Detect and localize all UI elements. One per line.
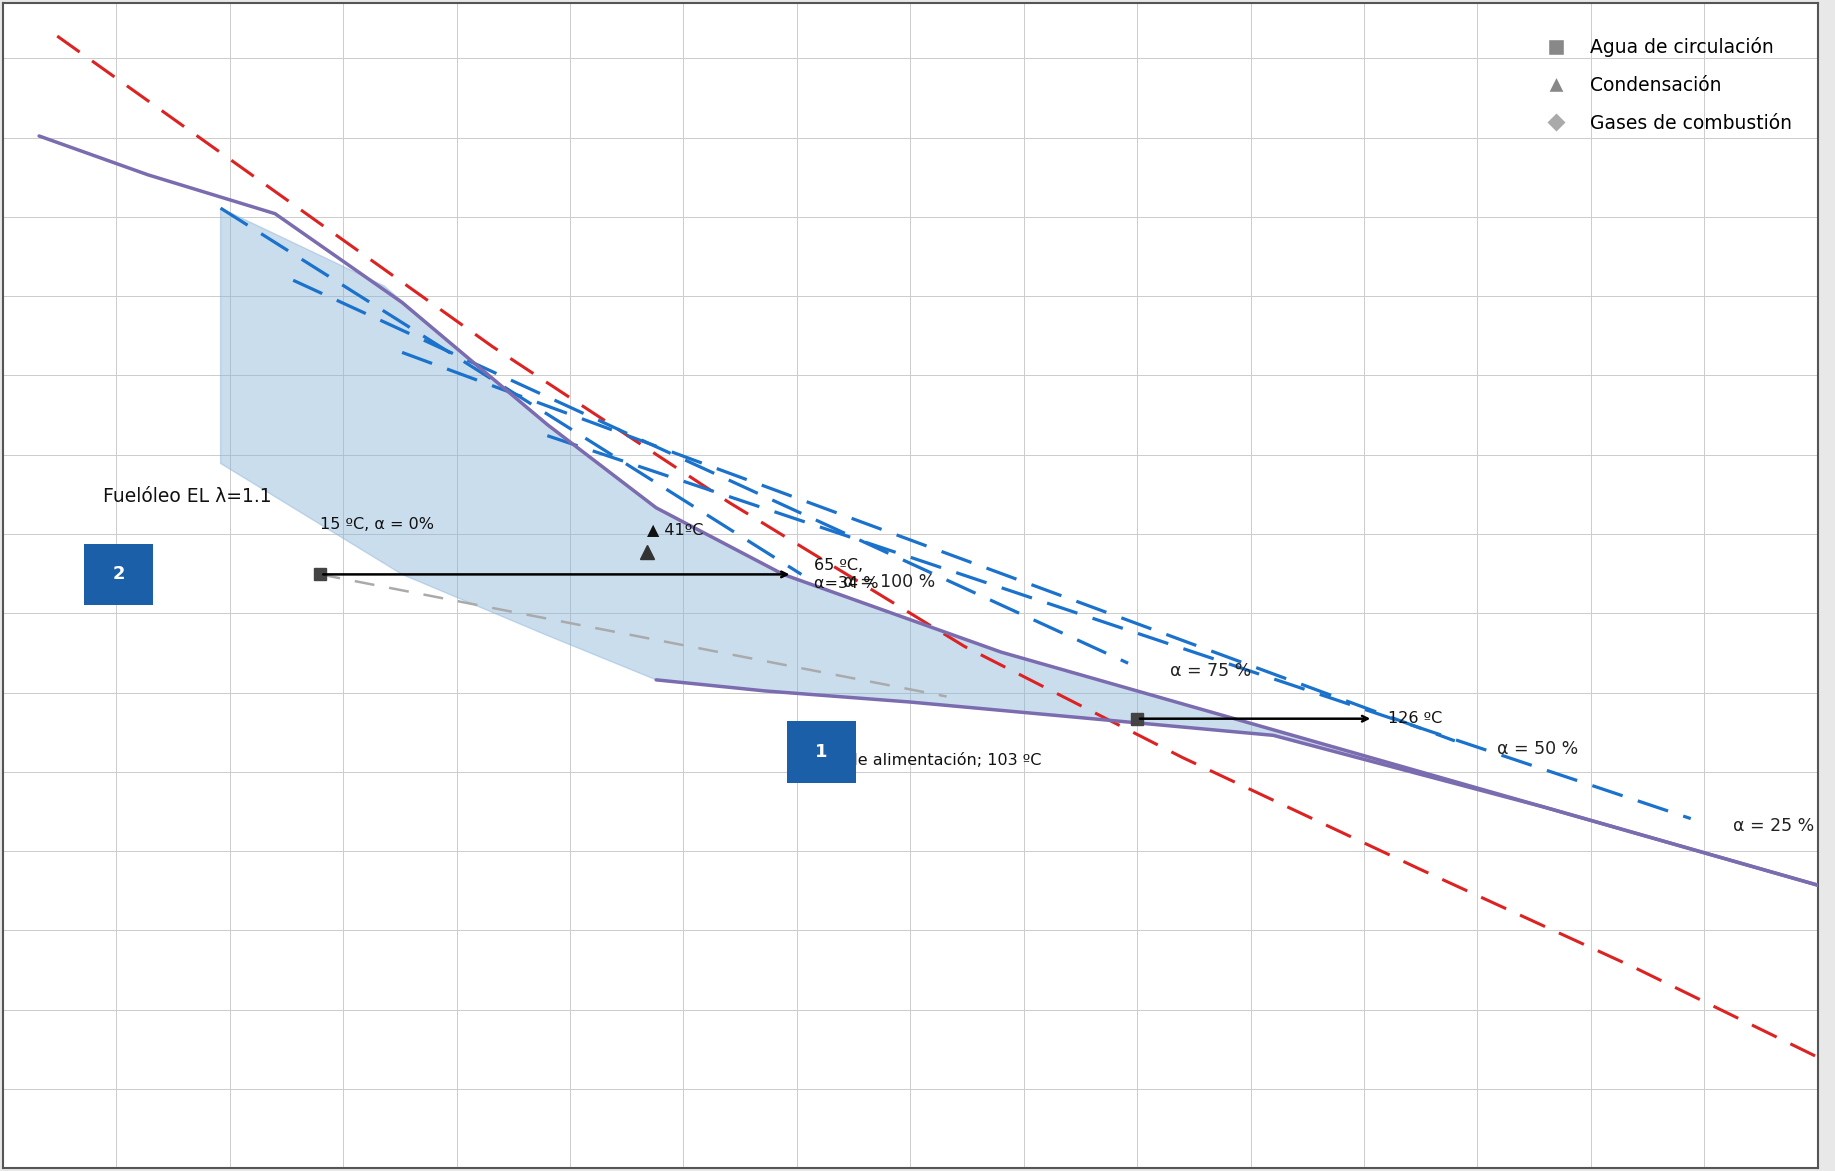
Text: ▲ 41ºC: ▲ 41ºC	[648, 522, 703, 537]
Text: 65 ºC,
α=34 %: 65 ºC, α=34 %	[815, 557, 879, 591]
Text: α = 75 %: α = 75 %	[1171, 662, 1251, 680]
Legend: Agua de circulación, Condensación, Gases de combustión: Agua de circulación, Condensación, Gases…	[1530, 29, 1800, 141]
Text: Fuelóleo EL λ=1.1: Fuelóleo EL λ=1.1	[103, 487, 272, 506]
Text: α = 50 %: α = 50 %	[1497, 740, 1578, 758]
Text: 2: 2	[112, 566, 125, 583]
FancyBboxPatch shape	[787, 721, 855, 782]
Polygon shape	[220, 208, 1818, 885]
Text: α = 25 %: α = 25 %	[1732, 817, 1813, 835]
Text: 126 ºC: 126 ºC	[1387, 711, 1442, 726]
Text: Agua de alimentación; 103 ºC: Agua de alimentación; 103 ºC	[802, 752, 1042, 768]
Text: 15 ºC, α = 0%: 15 ºC, α = 0%	[321, 518, 435, 533]
FancyBboxPatch shape	[84, 543, 154, 605]
Text: α = 100 %: α = 100 %	[842, 573, 936, 591]
Text: 1: 1	[815, 742, 828, 761]
